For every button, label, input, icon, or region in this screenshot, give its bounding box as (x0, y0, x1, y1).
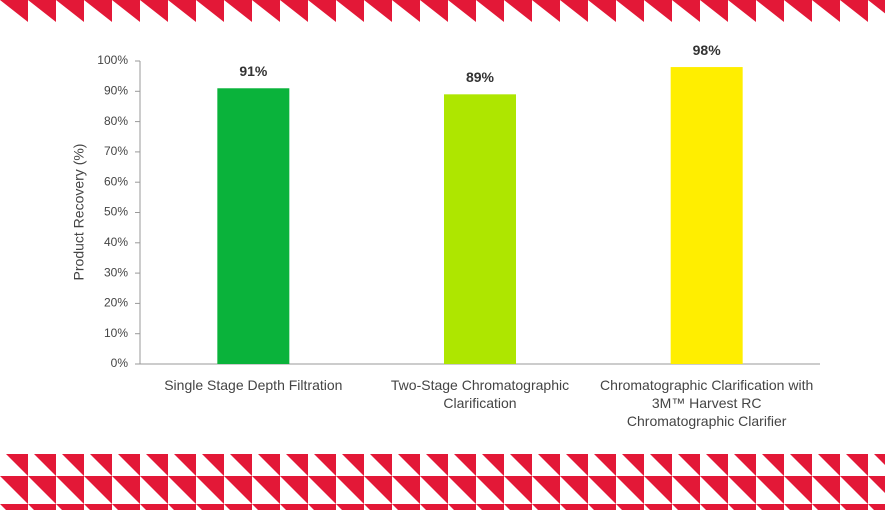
bar (670, 67, 743, 364)
y-axis-title: Product Recovery (%) (71, 144, 87, 281)
y-tick-label: 30% (104, 265, 128, 279)
y-tick-label: 50% (104, 205, 128, 219)
y-tick-label: 40% (104, 235, 128, 249)
y-tick-label: 60% (104, 174, 128, 188)
y-tick-label: 0% (111, 356, 129, 370)
y-tick-label: 100% (97, 53, 128, 67)
bottom-border (0, 454, 885, 510)
bar (217, 88, 290, 365)
y-tick-label: 20% (104, 296, 128, 310)
y-tick-label: 10% (104, 326, 128, 340)
y-tick-label: 80% (104, 114, 128, 128)
top-border (0, 0, 885, 22)
x-tick-label: Two-Stage Chromatographic Clarification (390, 377, 570, 411)
value-label: 91% (239, 63, 268, 79)
y-tick-label: 90% (104, 83, 128, 97)
x-tick-label: Single Stage Depth Filtration (164, 377, 343, 393)
bar (444, 94, 516, 364)
value-label: 98% (693, 42, 722, 58)
y-tick-label: 70% (104, 144, 128, 158)
value-label: 89% (466, 69, 495, 85)
x-tick-label: Chromatographic Clarification with 3M™ H… (600, 377, 814, 429)
